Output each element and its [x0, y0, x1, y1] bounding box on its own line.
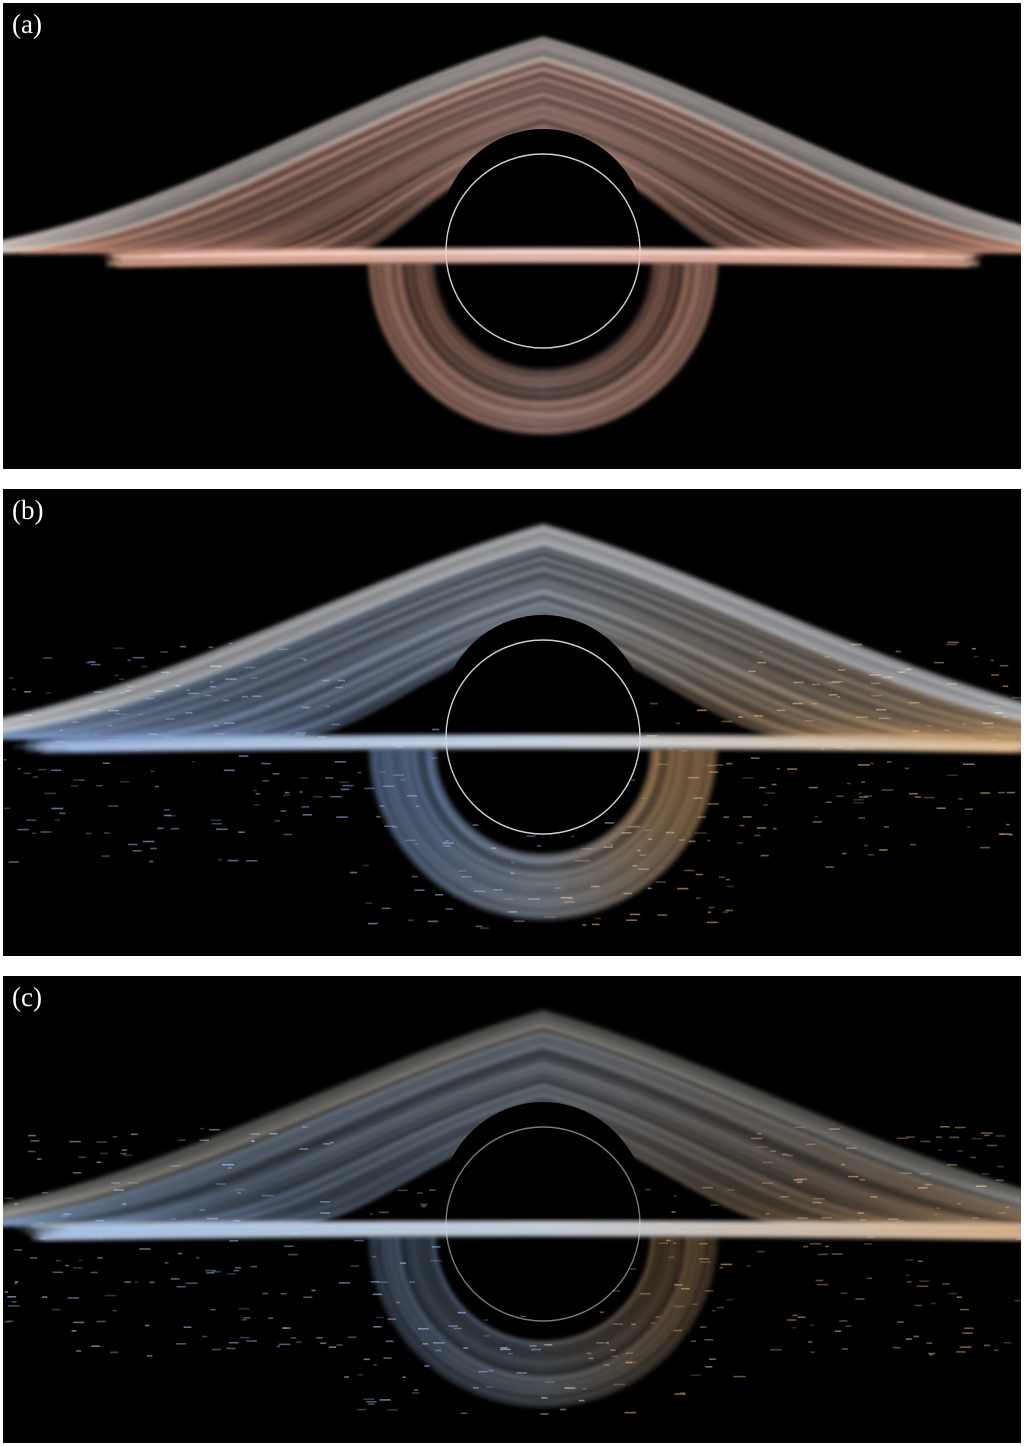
accretion-disk-band — [103, 247, 983, 268]
panel-a-label: (a) — [12, 9, 42, 39]
lower-lensed-arc — [368, 1235, 718, 1408]
panel-c-label: (c) — [12, 982, 42, 1012]
panel-a-black-hole-render: (a) — [3, 3, 1021, 469]
event-horizon-shadow — [439, 615, 647, 831]
upper-lensed-arc — [3, 1009, 1021, 1228]
lower-lensed-arc — [368, 748, 718, 920]
black-hole-image-a — [3, 36, 1021, 435]
panel-b-label: (b) — [12, 495, 44, 525]
panel-c-black-hole-render: (c) — [3, 976, 1021, 1443]
event-horizon-shadow — [439, 129, 647, 345]
accretion-disk-band — [15, 1220, 1021, 1241]
accretion-disk-band — [13, 734, 1021, 754]
lower-lensed-arc — [368, 262, 718, 435]
black-hole-image-b — [3, 523, 1021, 929]
panel-b-black-hole-render: (b) — [3, 489, 1021, 956]
event-horizon-shadow — [439, 1102, 647, 1318]
black-hole-image-c — [3, 1009, 1021, 1415]
upper-lensed-arc — [3, 36, 1021, 255]
